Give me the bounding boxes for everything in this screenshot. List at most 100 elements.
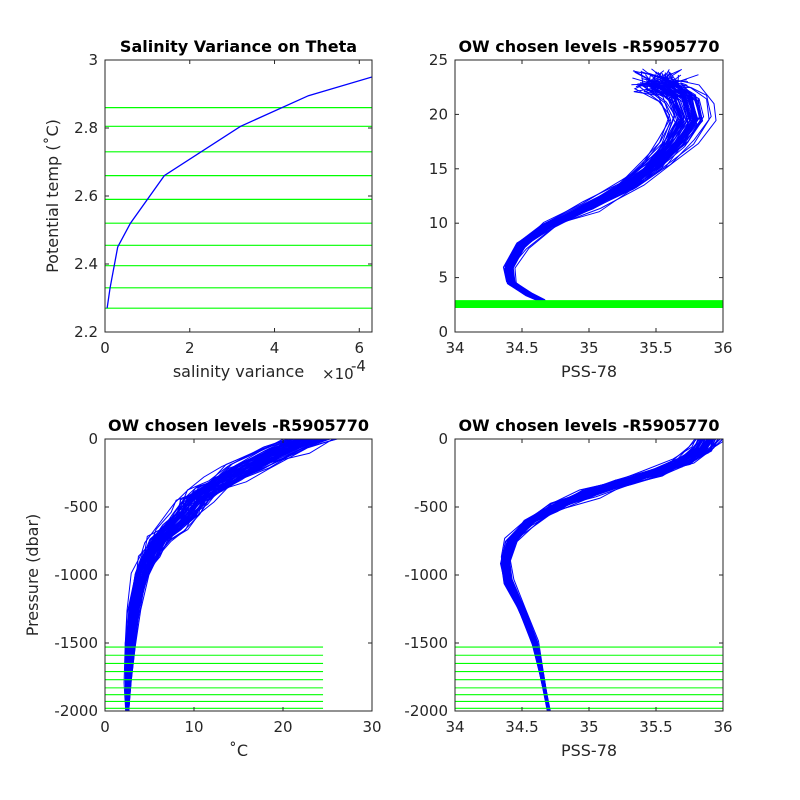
- y-tick-label: -1000: [404, 566, 448, 584]
- profile-line: [502, 439, 704, 711]
- profile-line: [504, 439, 712, 711]
- y-tick-label: 0: [438, 323, 448, 341]
- y-tick-label: 15: [429, 160, 448, 178]
- axes-frame: [454, 438, 724, 712]
- profile-line: [509, 71, 699, 301]
- profile-line: [126, 439, 313, 711]
- profile-line: [504, 439, 708, 711]
- profile-line: [124, 439, 293, 711]
- profile-line: [503, 439, 710, 711]
- y-axis-label: Potential temp (˚C): [43, 119, 62, 273]
- profile-line: [503, 439, 705, 711]
- profile-line: [126, 439, 303, 711]
- profile-line: [503, 439, 706, 711]
- profile-line: [504, 74, 699, 302]
- chart-title: Salinity Variance on Theta: [120, 37, 357, 56]
- x-tick-label: 36: [713, 339, 732, 357]
- profile-line: [126, 439, 304, 711]
- y-tick-label: 10: [429, 214, 448, 232]
- profile-line: [501, 439, 699, 711]
- profile-line: [505, 439, 706, 711]
- x-axis-label: salinity variance: [173, 362, 304, 381]
- x-tick-label: 2: [185, 339, 195, 357]
- x-tick-label: 34.5: [505, 339, 538, 357]
- profile-line: [504, 77, 676, 301]
- y-tick-label: -500: [414, 498, 448, 516]
- profile-line: [505, 80, 683, 301]
- x-tick-label: 0: [100, 718, 110, 736]
- profile-line: [505, 439, 710, 711]
- x-tick-label: 10: [184, 718, 203, 736]
- profile-line: [505, 439, 711, 711]
- x-tick-label: 35.5: [639, 718, 672, 736]
- profile-line: [505, 439, 709, 711]
- x-tick-label: 0: [100, 339, 110, 357]
- y-tick-label: 25: [429, 51, 448, 69]
- profile-line: [504, 439, 710, 711]
- profile-line: [123, 439, 289, 711]
- y-tick-label: 5: [438, 269, 448, 287]
- y-tick-label: -1000: [54, 566, 98, 584]
- y-axis-label: Pressure (dbar): [23, 514, 42, 637]
- profile-line: [508, 439, 715, 711]
- deep-profile-bundle: [125, 642, 132, 711]
- profile-line: [125, 439, 289, 711]
- y-tick-label: 2.4: [74, 255, 98, 273]
- profile-line: [506, 439, 713, 711]
- profile-line: [505, 70, 676, 302]
- x-tick-label: 30: [362, 718, 381, 736]
- panel-salinity-variance: Salinity Variance on Theta 0 2 4 6 2.2 2.4 2.6 2…: [43, 37, 373, 383]
- profile-line: [509, 74, 694, 302]
- profile-line: [505, 80, 680, 301]
- profile-line: [505, 439, 715, 711]
- profile-line: [506, 74, 685, 302]
- profile-line: [508, 82, 690, 301]
- x-tick-label: 20: [273, 718, 292, 736]
- profile-line: [503, 439, 705, 711]
- profile-line: [507, 80, 688, 302]
- profile-line: [125, 439, 293, 711]
- profile-line: [504, 439, 712, 711]
- profile-line: [503, 439, 700, 711]
- profile-line: [502, 439, 705, 711]
- x-axis-label: PSS-78: [561, 362, 617, 381]
- profile-line: [126, 439, 293, 711]
- y-tick-label: -1500: [404, 634, 448, 652]
- variance-line: [106, 76, 372, 309]
- profile-line: [502, 439, 704, 711]
- panel-salinity-theta: OW chosen levels -R5905770 34 34.5 35 35.5 36…: [429, 37, 733, 381]
- profile-line: [504, 439, 713, 711]
- profile-line: [507, 69, 686, 302]
- profile-line: [505, 439, 713, 711]
- x-exponent-power: -4: [351, 357, 366, 375]
- profile-line: [505, 439, 705, 711]
- profile-line: [506, 439, 715, 711]
- profile-line: [500, 439, 703, 711]
- profile-line: [506, 83, 683, 301]
- chart-title: OW chosen levels -R5905770: [458, 416, 719, 435]
- x-axis-label: PSS-78: [561, 741, 617, 760]
- profile-line: [505, 84, 682, 303]
- profile-line: [126, 439, 311, 711]
- profile-line: [514, 70, 717, 301]
- profile-line: [507, 82, 682, 300]
- deep-profile-bundle: [533, 642, 551, 711]
- profile-line: [505, 85, 676, 301]
- profile-line: [505, 74, 679, 301]
- profile-line: [503, 439, 703, 711]
- profile-line: [506, 439, 713, 711]
- profile-line: [508, 84, 689, 301]
- profile-line: [499, 439, 698, 711]
- y-tick-label: 20: [429, 105, 448, 123]
- panel-salinity-pressure: OW chosen levels -R5905770 34 34.5 35 35.5 36…: [404, 416, 732, 760]
- y-tick-label: 3: [88, 51, 98, 69]
- x-tick-label: 35.5: [639, 339, 672, 357]
- profile-line: [127, 439, 327, 711]
- profile-line: [125, 439, 298, 711]
- profile-line: [509, 70, 701, 303]
- profile-line: [506, 439, 714, 711]
- profile-line: [506, 79, 689, 302]
- plot-area: [455, 439, 723, 711]
- profile-line: [505, 69, 682, 300]
